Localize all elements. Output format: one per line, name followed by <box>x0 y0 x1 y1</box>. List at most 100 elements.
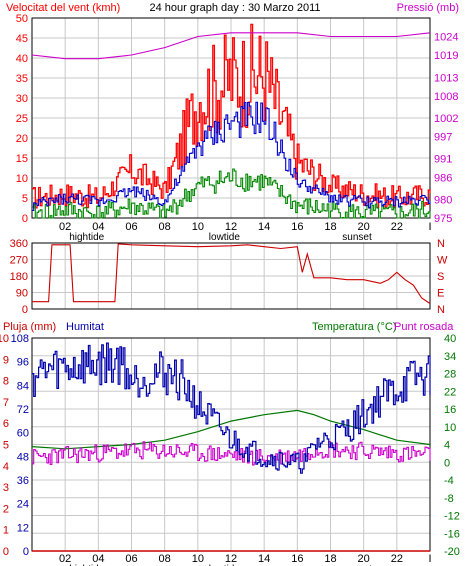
wind-x-tick: 10 <box>192 221 204 233</box>
pressure-y-tick: 980 <box>434 194 452 206</box>
direction-y-tick: 360 <box>10 238 28 250</box>
humidity-y-tick: 0 <box>23 546 29 558</box>
pressure-y-tick: 986 <box>434 172 452 184</box>
humidity-y-tick: 12 <box>17 522 29 534</box>
humidity-y-tick: 96 <box>17 357 29 369</box>
temperature-y-tick: 16 <box>444 404 456 416</box>
wind-x-tick: 14 <box>258 221 270 233</box>
wind-axis-label: Velocitat del vent (kmh) <box>6 2 120 14</box>
wind-y-tick: 30 <box>16 93 28 105</box>
pressure-y-tick: 1002 <box>434 113 458 125</box>
wind-marker-label: sunset <box>342 232 372 243</box>
wind-x-tick: 20 <box>358 221 370 233</box>
direction-y-tick: 180 <box>10 271 28 283</box>
wind-y-tick: 0 <box>22 213 28 225</box>
rain-y-tick: 10 <box>0 333 9 345</box>
direction-compass-tick: S <box>437 271 444 283</box>
pressure-y-tick: 975 <box>434 213 452 225</box>
temperature-y-tick: 40 <box>444 333 456 345</box>
rain-y-tick: 7 <box>3 397 9 409</box>
direction-compass-tick: E <box>437 288 444 300</box>
rain-y-tick: 4 <box>3 461 9 473</box>
weather-x-tick: 16 <box>291 553 303 565</box>
wind-y-tick: 40 <box>16 53 28 65</box>
weather-x-tick: 08 <box>159 553 171 565</box>
temperature-axis-label: Temperatura (°C) <box>312 321 396 333</box>
temperature-y-tick: 22 <box>444 386 456 398</box>
humidity-y-tick: 60 <box>17 428 29 440</box>
temperature-y-tick: -12 <box>444 511 460 523</box>
temperature-y-tick: 34 <box>444 351 456 363</box>
wind-min-line <box>32 168 431 219</box>
pressure-y-tick: 991 <box>434 154 452 166</box>
direction-compass-tick: N <box>437 304 445 316</box>
rain-y-tick: 8 <box>3 376 9 388</box>
weather-marker-label: sunset <box>342 564 372 566</box>
weather-marker-label: hightide <box>69 564 104 566</box>
wind-y-tick: 20 <box>16 133 28 145</box>
rain-y-tick: 6 <box>3 418 9 430</box>
weather-x-tick: 06 <box>125 553 137 565</box>
humidity-y-tick: 24 <box>17 499 29 511</box>
rain-y-tick: 0 <box>3 546 9 558</box>
wind-y-tick: 35 <box>16 73 28 85</box>
wind-x-tick: 22 <box>391 221 403 233</box>
dewpoint-line <box>32 441 431 466</box>
wind-panel-frame <box>31 17 431 219</box>
graph-title: 24 hour graph day : 30 Marzo 2011 <box>149 2 320 14</box>
pressure-line <box>31 32 431 60</box>
direction-y-tick: 90 <box>16 288 28 300</box>
wind-y-tick: 25 <box>16 113 28 125</box>
humidity-axis-label: Humitat <box>66 321 104 333</box>
chart-layer: 0510152025303540455097598098699199710021… <box>0 13 460 566</box>
weather-x-tick: 02 <box>59 553 71 565</box>
weather-x-tick: 20 <box>358 553 370 565</box>
weather-x-tick: 12 <box>225 553 237 565</box>
wind-marker-label: lowtide <box>209 232 241 243</box>
wind-y-tick: 50 <box>16 13 28 25</box>
humidity-y-tick: 108 <box>11 333 29 345</box>
pressure-y-tick: 1019 <box>434 50 458 62</box>
temperature-y-tick: 10 <box>444 422 456 434</box>
rain-y-tick: 2 <box>3 503 9 515</box>
weather-x-tick: 10 <box>192 553 204 565</box>
rain-axis-label: Pluja (mm) <box>3 321 56 333</box>
humidity-y-tick: 36 <box>17 475 29 487</box>
pressure-axis-label: Pressió (mb) <box>397 2 459 14</box>
direction-compass-tick: N <box>437 238 445 250</box>
rain-y-tick: 3 <box>3 482 9 494</box>
wind-avg-line <box>32 101 431 212</box>
wind-y-tick: 10 <box>16 173 28 185</box>
wind-x-tick: 02 <box>59 221 71 233</box>
direction-y-tick: 270 <box>10 255 28 267</box>
wind-x-tick: 16 <box>291 221 303 233</box>
wind-y-tick: 15 <box>16 153 28 165</box>
temperature-y-tick: -16 <box>444 528 460 540</box>
wind-marker-label: hightide <box>69 232 104 243</box>
wind-direction-line <box>32 243 431 304</box>
wind-x-tick: 08 <box>159 221 171 233</box>
direction-panel-frame <box>31 242 431 310</box>
rain-y-tick: 1 <box>3 525 9 537</box>
wind-x-tick: 04 <box>92 221 104 233</box>
weather-x-tick: 04 <box>92 553 104 565</box>
humidity-y-tick: 84 <box>17 380 29 392</box>
weather-marker-label: lowtide <box>209 564 241 566</box>
weather-x-tick: 18 <box>324 553 336 565</box>
wind-x-tick: 12 <box>225 221 237 233</box>
pressure-y-tick: 1008 <box>434 91 458 103</box>
dewpoint-axis-label: Punt rosada <box>394 321 454 333</box>
direction-compass-tick: W <box>437 255 448 267</box>
wind-y-tick: 5 <box>22 193 28 205</box>
humidity-y-tick: 48 <box>17 451 29 463</box>
pressure-y-tick: 997 <box>434 132 452 144</box>
direction-y-tick: 0 <box>22 304 28 316</box>
rain-y-tick: 9 <box>3 354 9 366</box>
wind-x-tick: 06 <box>125 221 137 233</box>
temperature-y-tick: -20 <box>444 546 460 558</box>
temperature-y-tick: -8 <box>444 493 454 505</box>
weather-x-tick: I <box>428 553 431 565</box>
wind-x-tick: I <box>428 221 431 233</box>
